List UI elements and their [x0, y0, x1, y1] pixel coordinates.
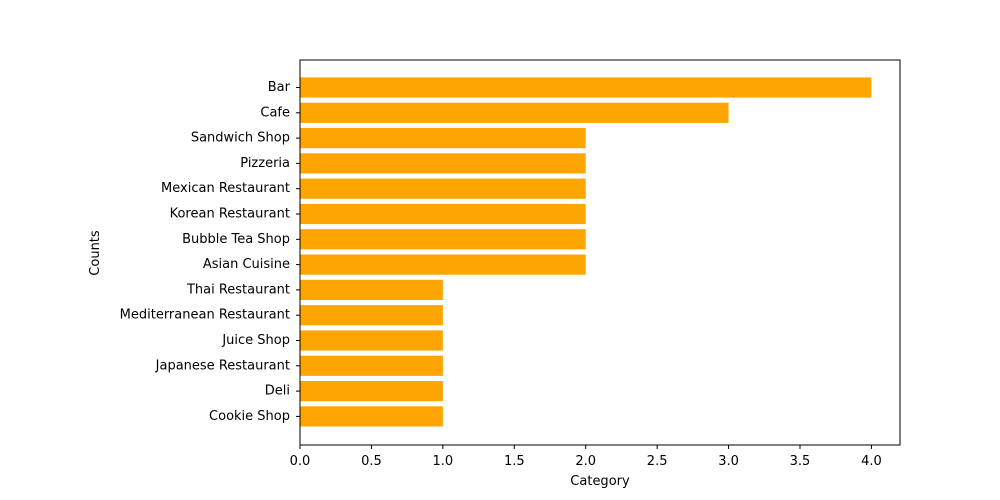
- y-tick-label: Pizzeria: [240, 156, 290, 171]
- x-tick-label: 0.0: [290, 454, 311, 469]
- bars-group: [300, 77, 872, 427]
- y-tick-label: Thai Restaurant: [186, 282, 290, 297]
- bar: [300, 381, 443, 402]
- bar: [300, 305, 443, 326]
- y-tick-label: Korean Restaurant: [170, 207, 290, 222]
- bar: [300, 128, 586, 149]
- x-tick-label: 3.0: [718, 454, 739, 469]
- bar: [300, 229, 586, 250]
- bar: [300, 355, 443, 376]
- bar: [300, 406, 443, 427]
- y-tick-label: Asian Cuisine: [203, 257, 290, 272]
- x-tick-label: 2.5: [647, 454, 668, 469]
- x-tick-label: 4.0: [861, 454, 882, 469]
- y-tick-label: Japanese Restaurant: [155, 358, 290, 373]
- x-tick-label: 1.0: [433, 454, 454, 469]
- y-axis-ticks: Bar Cafe Sandwich Shop Pizzeria Mexican Rest…: [120, 80, 300, 424]
- y-tick-label: Sandwich Shop: [191, 131, 290, 146]
- y-tick-label: Deli: [265, 384, 290, 399]
- bar: [300, 279, 443, 300]
- x-axis-ticks: 0.0 0.5 1.0 1.5 2.0 2.5 3.0 3.5 4.0: [290, 445, 882, 469]
- y-tick-label: Juice Shop: [221, 333, 290, 348]
- x-tick-label: 0.5: [361, 454, 382, 469]
- x-tick-label: 3.5: [790, 454, 811, 469]
- bar: [300, 102, 729, 123]
- bar: [300, 77, 872, 98]
- y-tick-label: Mediterranean Restaurant: [120, 308, 290, 323]
- bar: [300, 178, 586, 199]
- y-tick-label: Cookie Shop: [209, 409, 290, 424]
- x-tick-label: 1.5: [504, 454, 525, 469]
- y-tick-label: Bubble Tea Shop: [182, 232, 290, 247]
- bar: [300, 254, 586, 275]
- bar: [300, 330, 443, 351]
- plot-frame: [299, 59, 901, 446]
- bar: [300, 203, 586, 225]
- y-tick-label: Mexican Restaurant: [161, 181, 290, 196]
- y-tick-label: Bar: [268, 80, 291, 95]
- bar: [300, 153, 586, 174]
- y-tick-label: Cafe: [260, 105, 290, 120]
- x-axis-title: Category: [570, 474, 630, 489]
- x-tick-label: 2.0: [575, 454, 596, 469]
- y-axis-title: Counts: [88, 230, 103, 276]
